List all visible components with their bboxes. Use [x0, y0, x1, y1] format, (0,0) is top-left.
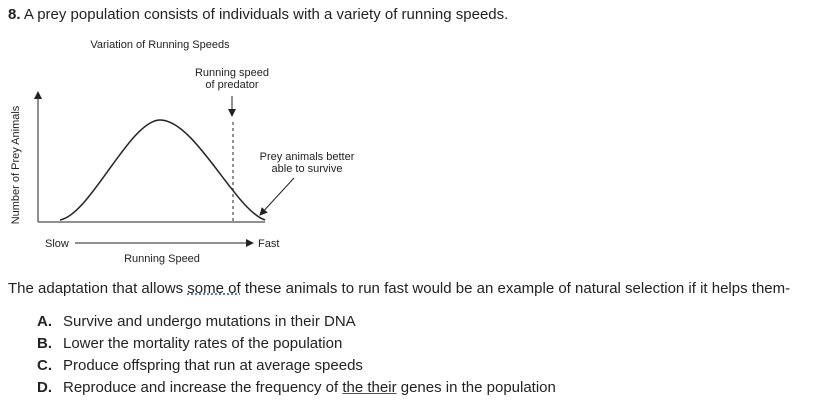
x-end-label: Fast [258, 238, 279, 250]
predator-label: of predator [205, 79, 259, 91]
distribution-curve [59, 119, 266, 221]
prompt-text: these animals to run fast would be an ex… [240, 280, 791, 297]
question-text: A prey population consists of individual… [23, 6, 509, 23]
option-text: Survive and undergo mutations in their D… [63, 313, 356, 330]
predator-label: Running speed [195, 67, 269, 79]
question-number: 8. [8, 6, 21, 23]
option-letter: C. [37, 357, 52, 374]
x-start-label: Slow [45, 238, 69, 250]
option-letter: D. [37, 379, 52, 396]
option: C. Produce offspring that run at average … [37, 357, 363, 374]
survive-arrow [259, 177, 295, 216]
prompt-text: The adaptation that allows [8, 280, 188, 297]
survive-label: Prey animals better [260, 151, 355, 163]
figure: Variation of Running Speeds Running spee… [10, 39, 355, 265]
y-axis-label: Number of Prey Animals [10, 105, 22, 224]
option: B. Lower the mortality rates of the popul… [37, 335, 342, 352]
option-text: the their [342, 379, 397, 396]
option: A. Survive and undergo mutations in their… [37, 313, 356, 330]
prompt-text: some of [187, 280, 241, 297]
prompt: The adaptation that allows some of these… [8, 280, 790, 297]
option-text: Lower the mortality rates of the populat… [63, 335, 343, 352]
figure-title: Variation of Running Speeds [90, 39, 230, 51]
survive-label: able to survive [272, 163, 343, 175]
option-letter: B. [37, 335, 52, 352]
option-letter: A. [37, 313, 52, 330]
option-text: genes in the population [396, 379, 556, 396]
option: D. Reproduce and increase the frequency o… [37, 379, 556, 396]
option-text: Produce offspring that run at average sp… [63, 357, 363, 374]
x-axis-label: Running Speed [124, 253, 200, 265]
question: 8. A prey population consists of individ… [8, 6, 508, 23]
option-text: Reproduce and increase the frequency of [63, 379, 343, 396]
